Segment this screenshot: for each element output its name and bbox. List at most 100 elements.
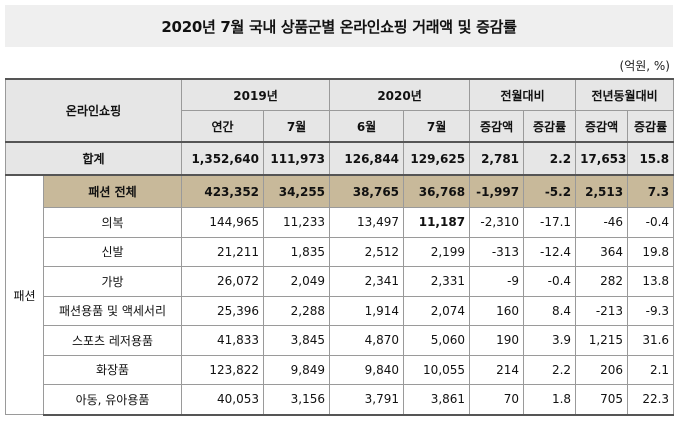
table-cell: 2,341 bbox=[329, 266, 405, 297]
table-cell: 2,331 bbox=[403, 266, 471, 297]
header-group-2019: 2019년 bbox=[181, 78, 331, 111]
table-cell: 11,233 bbox=[263, 207, 331, 238]
table-cell: -2,310 bbox=[469, 207, 525, 238]
total-cell: 126,844 bbox=[329, 141, 405, 176]
table-row: 패션용품 및 액세서리 25,396 2,288 1,914 2,074 160… bbox=[6, 295, 675, 326]
table-title: 2020년 7월 국내 상품군별 온라인쇼핑 거래액 및 증감률 bbox=[5, 5, 673, 47]
table-cell: 206 bbox=[575, 354, 629, 385]
table-cell: 2,049 bbox=[263, 266, 331, 297]
table-cell: 2,199 bbox=[403, 236, 471, 267]
table-cell: 40,053 bbox=[181, 384, 265, 416]
table-cell: 5,060 bbox=[403, 325, 471, 356]
table-cell: 123,822 bbox=[181, 354, 265, 385]
table-cell: -313 bbox=[469, 236, 525, 267]
total-cell: 17,653 bbox=[575, 141, 629, 176]
table-cell: 3,861 bbox=[403, 384, 471, 416]
table-cell: -0.4 bbox=[523, 266, 577, 297]
fashion-total-cell: 36,768 bbox=[403, 174, 471, 208]
table-cell: 25,396 bbox=[181, 295, 265, 326]
table-cell: 3,791 bbox=[329, 384, 405, 416]
row-label: 스포츠 레저용품 bbox=[42, 325, 183, 356]
table-cell: 26,072 bbox=[181, 266, 265, 297]
table-cell: 2,512 bbox=[329, 236, 405, 267]
total-cell: 111,973 bbox=[263, 141, 331, 176]
table-cell: 31.6 bbox=[627, 325, 675, 356]
table-cell: 160 bbox=[469, 295, 525, 326]
table-cell: 8.4 bbox=[523, 295, 577, 326]
header-sub: 6월 bbox=[329, 110, 405, 143]
header-group-yoy: 전년동월대비 bbox=[575, 78, 675, 111]
header-sub: 증감률 bbox=[627, 110, 675, 143]
table-title-text: 2020년 7월 국내 상품군별 온라인쇼핑 거래액 및 증감률 bbox=[161, 17, 517, 36]
fashion-total-cell: 423,352 bbox=[181, 174, 265, 208]
table-cell: 13,497 bbox=[329, 207, 405, 238]
header-sub: 증감액 bbox=[469, 110, 525, 143]
table-cell: -12.4 bbox=[523, 236, 577, 267]
header-row-years: 온라인쇼핑 2019년 2020년 전월대비 전년동월대비 bbox=[4, 78, 675, 143]
table-cell: 1,835 bbox=[263, 236, 331, 267]
total-cell: 1,352,640 bbox=[181, 141, 265, 176]
fashion-total-row: 패션 패션 전체 423,352 34,255 38,765 36,768 -1… bbox=[5, 174, 675, 415]
header-sub: 증감률 bbox=[523, 110, 577, 143]
table-cell: 9,849 bbox=[263, 354, 331, 385]
row-label: 아동, 유아용품 bbox=[42, 384, 183, 416]
table-cell: 1.8 bbox=[523, 384, 577, 416]
total-cell: 2.2 bbox=[523, 141, 577, 176]
fashion-total-cell: -1,997 bbox=[469, 174, 525, 208]
header-corner: 온라인쇼핑 bbox=[4, 78, 183, 143]
total-cell: 2,781 bbox=[469, 141, 525, 176]
table-cell: 70 bbox=[469, 384, 525, 416]
table-cell: 4,870 bbox=[329, 325, 405, 356]
table-cell: 13.8 bbox=[627, 266, 675, 297]
table-cell: 282 bbox=[575, 266, 629, 297]
total-label: 합계 bbox=[4, 141, 183, 176]
table-cell: 11,187 bbox=[403, 207, 471, 238]
row-label: 가방 bbox=[42, 266, 183, 297]
fashion-total-cell: -5.2 bbox=[523, 174, 577, 208]
row-label: 신발 bbox=[42, 236, 183, 267]
table-cell: 10,055 bbox=[403, 354, 471, 385]
table-cell: 144,965 bbox=[181, 207, 265, 238]
unit-label: (억원, %) bbox=[619, 59, 670, 73]
shopping-table: 온라인쇼핑 2019년 2020년 전월대비 전년동월대비 연간 7월 6월 7… bbox=[4, 78, 675, 416]
row-label: 패션용품 및 액세서리 bbox=[42, 295, 183, 326]
table-cell: -0.4 bbox=[627, 207, 675, 238]
header-sub: 증감액 bbox=[575, 110, 629, 143]
fashion-total-cell: 38,765 bbox=[329, 174, 405, 208]
header-sub: 7월 bbox=[403, 110, 471, 143]
fashion-total-cell: 7.3 bbox=[627, 174, 675, 208]
table-cell: 22.3 bbox=[627, 384, 675, 416]
fashion-total-label: 패션 전체 bbox=[42, 174, 183, 208]
table-cell: -46 bbox=[575, 207, 629, 238]
total-cell: 129,625 bbox=[403, 141, 471, 176]
table-row: 아동, 유아용품 40,053 3,156 3,791 3,861 70 1.8… bbox=[6, 384, 675, 416]
table-cell: -213 bbox=[575, 295, 629, 326]
table-row: 스포츠 레저용품 41,833 3,845 4,870 5,060 190 3.… bbox=[6, 325, 675, 356]
table-cell: 705 bbox=[575, 384, 629, 416]
fashion-total-cell: 34,255 bbox=[263, 174, 331, 208]
fashion-group-label: 패션 bbox=[5, 174, 44, 415]
table-cell: 41,833 bbox=[181, 325, 265, 356]
table-cell: 3,845 bbox=[263, 325, 331, 356]
table-row: 신발 21,211 1,835 2,512 2,199 -313 -12.4 3… bbox=[6, 236, 675, 267]
table-cell: 9,840 bbox=[329, 354, 405, 385]
table-row: 의복 144,965 11,233 13,497 11,187 -2,310 -… bbox=[6, 207, 675, 238]
table-cell: 2.1 bbox=[627, 354, 675, 385]
table-row: 가방 26,072 2,049 2,341 2,331 -9 -0.4 282 … bbox=[6, 266, 675, 297]
header-group-2020: 2020년 bbox=[329, 78, 471, 111]
header-sub: 연간 bbox=[181, 110, 265, 143]
table-cell: 3,156 bbox=[263, 384, 331, 416]
header-group-mom: 전월대비 bbox=[469, 78, 577, 111]
table-cell: 364 bbox=[575, 236, 629, 267]
table-cell: 2,074 bbox=[403, 295, 471, 326]
table-cell: 2.2 bbox=[523, 354, 577, 385]
table-cell: 19.8 bbox=[627, 236, 675, 267]
table-cell: 21,211 bbox=[181, 236, 265, 267]
fashion-total-cell: 2,513 bbox=[575, 174, 629, 208]
table-cell: 2,288 bbox=[263, 295, 331, 326]
total-cell: 15.8 bbox=[627, 141, 675, 176]
table-cell: 3.9 bbox=[523, 325, 577, 356]
table-cell: -9 bbox=[469, 266, 525, 297]
table-cell: 1,215 bbox=[575, 325, 629, 356]
header-sub: 7월 bbox=[263, 110, 331, 143]
